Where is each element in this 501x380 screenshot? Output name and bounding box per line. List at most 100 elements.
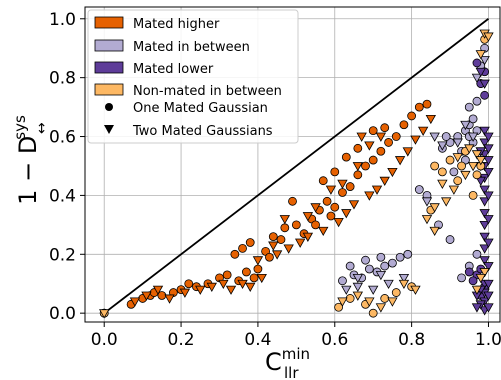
- data-point: [184, 279, 194, 289]
- data-point: [341, 209, 352, 219]
- data-point: [99, 309, 110, 319]
- data-point: [414, 102, 424, 112]
- data-point: [479, 268, 490, 278]
- data-point: [276, 235, 286, 244]
- data-point: [295, 238, 306, 248]
- data-point: [353, 170, 363, 180]
- data-point: [479, 256, 490, 266]
- data-point: [352, 273, 364, 284]
- data-point: [464, 102, 474, 112]
- data-point: [341, 285, 352, 295]
- data-point: [483, 291, 494, 301]
- y-axis-label: 1 − Dsys ↔: [11, 115, 50, 205]
- data-point: [288, 196, 297, 206]
- data-point: [460, 170, 471, 181]
- data-point: [302, 232, 314, 242]
- data-point: [472, 58, 482, 68]
- legend-label-two-mated-gaussians: Two Mated Gaussians: [132, 124, 273, 139]
- x-tick-label: 0.0: [91, 330, 118, 350]
- data-point: [337, 297, 348, 307]
- data-point: [345, 294, 355, 303]
- data-point: [265, 252, 274, 262]
- y-tick-label: 1.0: [49, 10, 76, 30]
- data-point: [375, 270, 387, 281]
- data-point: [345, 182, 355, 191]
- data-point: [460, 120, 471, 131]
- legend-swatch-non-mated-in-between: [94, 83, 124, 96]
- legend-label-non-mated-in-between: Non-mated in between: [133, 84, 282, 99]
- data-point: [230, 249, 240, 259]
- x-axis-label-sub: llr: [284, 364, 299, 380]
- x-axis-label-main: C: [265, 348, 282, 376]
- data-point: [479, 197, 490, 207]
- data-point: [245, 238, 255, 247]
- data-point: [445, 155, 455, 165]
- data-point: [364, 297, 375, 307]
- legend-triangle-marker-icon: [104, 125, 114, 134]
- data-point: [338, 188, 347, 197]
- legend: Mated higher Mated in between Mated lowe…: [87, 9, 299, 144]
- data-point: [437, 179, 448, 189]
- data-point: [383, 279, 394, 290]
- data-point: [464, 144, 475, 154]
- data-point: [483, 144, 494, 154]
- data-point: [379, 176, 390, 187]
- data-point: [479, 56, 490, 66]
- data-point: [222, 270, 232, 280]
- data-point: [218, 279, 229, 290]
- data-point: [345, 261, 355, 271]
- data-point: [376, 252, 386, 262]
- x-axis-label-sup: min: [282, 345, 310, 363]
- legend-label-mated-in-between: Mated in between: [133, 40, 250, 55]
- x-axis-label: Cmin llr: [265, 345, 310, 380]
- data-point: [421, 215, 433, 225]
- data-point: [480, 90, 490, 100]
- data-point: [348, 200, 360, 210]
- data-point: [468, 191, 478, 200]
- data-point: [164, 294, 175, 304]
- data-point: [318, 176, 328, 186]
- data-point: [483, 279, 494, 290]
- data-point: [475, 50, 486, 60]
- data-point: [468, 114, 478, 124]
- y-tick-label: 0.2: [49, 245, 76, 265]
- data-point: [449, 167, 459, 177]
- data-point: [280, 223, 290, 233]
- data-point: [338, 276, 347, 286]
- data-point: [437, 167, 447, 177]
- data-point: [402, 147, 413, 157]
- data-point: [387, 167, 398, 178]
- data-point: [464, 267, 474, 277]
- data-point: [341, 152, 351, 162]
- data-point: [353, 143, 363, 153]
- data-point: [337, 179, 348, 189]
- data-point: [399, 120, 409, 130]
- data-point: [283, 244, 294, 254]
- data-point: [429, 226, 440, 237]
- data-point: [245, 282, 256, 292]
- legend-swatch-mated-in-between: [94, 39, 124, 52]
- data-point: [352, 282, 364, 292]
- data-point: [395, 252, 405, 262]
- data-point: [279, 215, 290, 225]
- data-point: [410, 135, 421, 145]
- data-point: [471, 285, 483, 295]
- data-point: [472, 96, 482, 106]
- svg-text:1 − Dsys: 1 − Dsys: [11, 115, 42, 205]
- data-point: [334, 302, 344, 312]
- data-point: [391, 288, 401, 297]
- x-tick-label: 0.6: [321, 330, 348, 350]
- plot-frame: [84, 6, 501, 323]
- data-point: [387, 297, 398, 307]
- data-point: [475, 176, 486, 187]
- x-tick-label: 0.2: [168, 330, 195, 350]
- data-point: [237, 279, 248, 290]
- data-point: [445, 235, 455, 244]
- data-point: [380, 294, 390, 303]
- data-point: [310, 203, 321, 213]
- data-point: [403, 249, 413, 259]
- data-point: [472, 249, 482, 259]
- x-tick-label: 0.4: [244, 330, 271, 350]
- data-point: [483, 167, 494, 178]
